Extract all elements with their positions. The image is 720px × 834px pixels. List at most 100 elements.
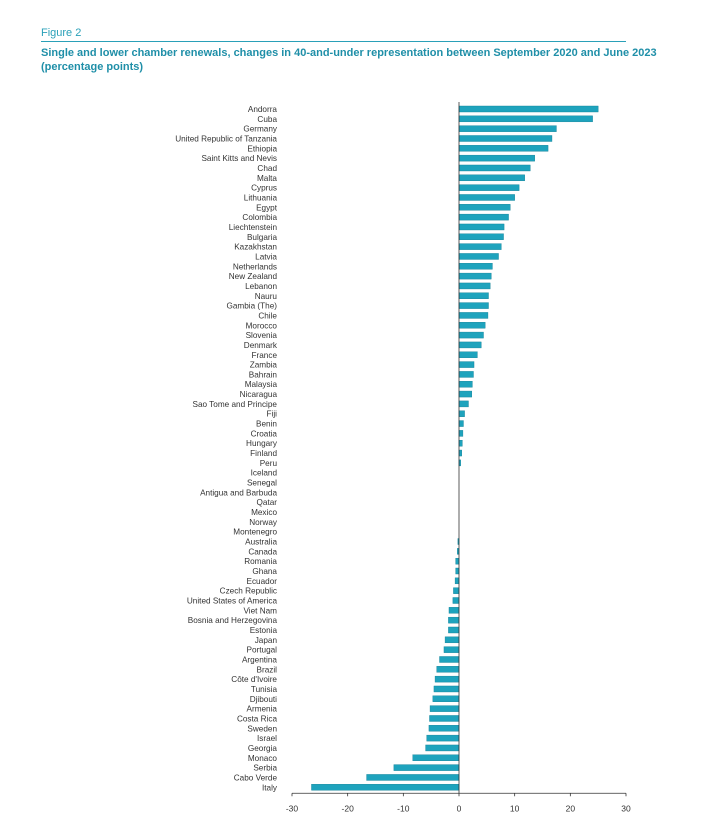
bar: [425, 744, 460, 752]
bar: [432, 695, 460, 702]
bar: [458, 430, 464, 437]
category-label: Ethiopia: [247, 144, 277, 153]
bar: [458, 233, 504, 240]
x-tick-label: 10: [510, 803, 520, 813]
bar: [434, 675, 460, 683]
category-label: Czech Republic: [220, 587, 277, 596]
bar: [458, 420, 464, 427]
category-label: Estonia: [250, 626, 278, 635]
category-label: Armenia: [247, 705, 278, 714]
category-label: Lebanon: [245, 282, 277, 291]
category-label: Bahrain: [249, 370, 278, 379]
category-label: Netherlands: [233, 262, 277, 271]
category-label: Romania: [244, 557, 277, 566]
category-label: Cyprus: [251, 184, 277, 193]
bar: [436, 666, 460, 673]
bar: [443, 646, 460, 653]
category-label: Colombia: [242, 213, 277, 222]
x-tick-label: 0: [457, 803, 462, 813]
bar: [458, 223, 505, 231]
category-label: Australia: [245, 538, 277, 547]
category-label: Côte d'Ivoire: [231, 675, 277, 684]
x-tick-label: 20: [566, 803, 576, 813]
bar: [458, 351, 478, 358]
category-label: Serbia: [253, 764, 277, 773]
category-label: Zambia: [250, 361, 278, 370]
bar: [458, 243, 502, 250]
title-rule: [41, 41, 626, 42]
bar: [458, 164, 531, 172]
category-label: Malta: [257, 174, 277, 183]
bar: [458, 361, 475, 368]
category-label: Montenegro: [233, 528, 277, 537]
category-label: Argentina: [242, 655, 277, 664]
bar: [458, 174, 525, 182]
category-label: United States of America: [187, 597, 278, 606]
x-tick-label: -10: [397, 803, 410, 813]
bar: [458, 272, 492, 280]
bar: [458, 312, 489, 319]
bar: [458, 381, 473, 388]
bar: [458, 154, 535, 162]
bar: [393, 764, 460, 771]
category-label: Denmark: [244, 341, 278, 350]
category-label: Georgia: [248, 744, 278, 753]
bar: [439, 656, 460, 663]
category-label: Chad: [257, 164, 277, 173]
category-label: Germany: [243, 125, 278, 134]
bar: [458, 400, 469, 408]
category-label: Kazakhstan: [234, 243, 277, 252]
bar: [458, 292, 489, 299]
category-label: Malaysia: [245, 380, 278, 389]
bars: [311, 105, 599, 791]
category-label: Mexico: [251, 508, 277, 517]
bar: [412, 754, 460, 761]
category-label: Qatar: [257, 498, 278, 507]
category-label: Japan: [255, 636, 278, 645]
bar: [458, 322, 486, 329]
category-label: Egypt: [256, 203, 278, 212]
category-label: Viet Nam: [243, 606, 277, 615]
figure-label: Figure 2: [41, 27, 82, 39]
bar: [458, 253, 499, 260]
category-label: Iceland: [251, 469, 278, 478]
bar: [448, 607, 460, 614]
category-label: Morocco: [246, 321, 278, 330]
category-label: Liechtenstein: [229, 223, 278, 232]
bar: [426, 734, 460, 742]
bar: [458, 125, 557, 132]
bar: [458, 115, 593, 123]
category-label: Peru: [260, 459, 278, 468]
category-label: Nauru: [255, 292, 278, 301]
category-label: Sweden: [247, 724, 277, 733]
bar: [448, 616, 460, 624]
category-label: France: [252, 351, 278, 360]
bar: [454, 577, 460, 585]
category-label: Cabo Verde: [234, 773, 278, 782]
bar: [458, 331, 484, 339]
bar: [458, 449, 462, 457]
category-label: Antigua and Barbuda: [200, 488, 277, 497]
bar: [458, 282, 491, 290]
chart-title: Single and lower chamber renewals, chang…: [41, 47, 657, 73]
category-label: Andorra: [248, 105, 278, 114]
x-tick-label: -30: [286, 803, 299, 813]
bar: [455, 567, 460, 575]
category-label: United Republic of Tanzania: [175, 134, 277, 143]
bar: [458, 194, 515, 201]
category-label: Norway: [249, 518, 278, 527]
category-label: Latvia: [255, 252, 277, 261]
category-label: Ghana: [252, 567, 277, 576]
category-label: New Zealand: [229, 272, 278, 281]
bar: [458, 145, 549, 152]
category-label: Sao Tome and Principe: [192, 400, 277, 409]
bar: [458, 440, 463, 447]
bar: [429, 705, 460, 712]
bar: [428, 725, 460, 732]
category-label: Israel: [257, 734, 277, 743]
category-label: Benin: [256, 420, 277, 429]
category-label: Senegal: [247, 479, 277, 488]
bar: [444, 636, 460, 644]
